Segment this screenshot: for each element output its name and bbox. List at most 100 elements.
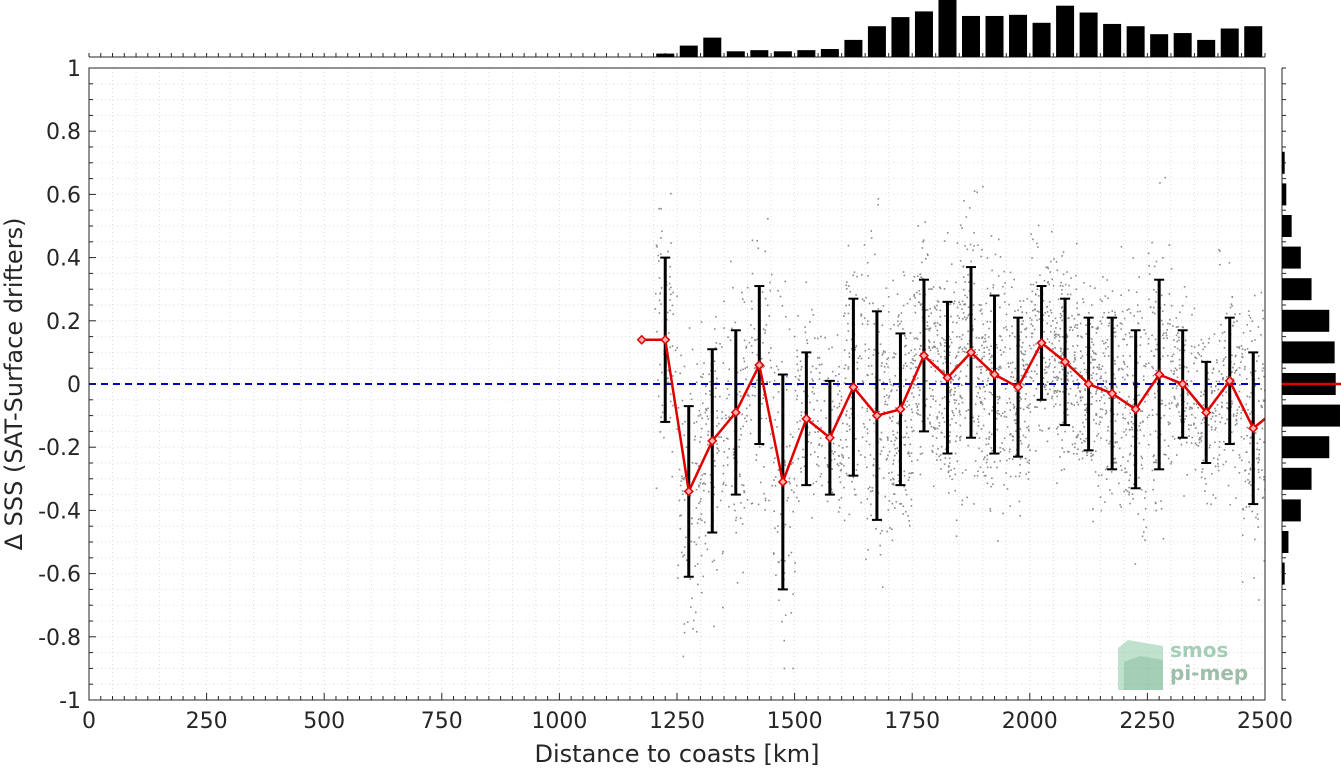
scatter-point (669, 393, 672, 396)
scatter-point (1013, 278, 1015, 281)
scatter-point (698, 485, 700, 488)
scatter-point (1125, 428, 1127, 431)
scatter-point (1214, 407, 1216, 410)
scatter-point (979, 310, 982, 312)
scatter-point (1232, 415, 1235, 417)
scatter-point (1126, 309, 1129, 311)
scatter-point (1143, 328, 1145, 331)
scatter-point (955, 281, 957, 284)
scatter-point (680, 480, 683, 482)
scatter-point (908, 452, 910, 455)
scatter-point (1027, 428, 1030, 431)
scatter-point (934, 370, 937, 372)
scatter-point (1124, 417, 1126, 420)
scatter-point (1085, 418, 1087, 421)
scatter-point (697, 415, 700, 417)
scatter-point (1001, 339, 1003, 342)
scatter-point (909, 332, 912, 334)
scatter-point (1106, 465, 1109, 468)
top-hist-bar (797, 50, 816, 57)
scatter-point (1139, 429, 1141, 431)
scatter-point (670, 242, 672, 244)
scatter-point (1015, 412, 1017, 414)
right-hist-bar (1282, 499, 1301, 522)
scatter-point (1055, 335, 1057, 338)
scatter-point (1027, 425, 1030, 428)
scatter-point (1096, 366, 1098, 369)
scatter-point (997, 238, 1000, 241)
scatter-point (885, 394, 888, 397)
scatter-point (995, 417, 998, 420)
top-hist-bar (773, 51, 792, 57)
scatter-point (660, 287, 663, 289)
scatter-point (921, 420, 924, 423)
scatter-point (1122, 338, 1124, 341)
scatter-point (847, 244, 850, 247)
scatter-point (1085, 451, 1088, 454)
scatter-point (987, 377, 990, 380)
scatter-point (915, 353, 917, 356)
scatter-point (1238, 346, 1240, 348)
scatter-point (1054, 390, 1057, 392)
scatter-point (1021, 358, 1024, 361)
scatter-point (1074, 442, 1077, 445)
scatter-point (1013, 407, 1015, 409)
scatter-point (976, 353, 978, 356)
scatter-point (949, 389, 951, 392)
scatter-point (1202, 459, 1205, 462)
scatter-point (689, 495, 692, 497)
mean-point (801, 413, 812, 424)
scatter-point (1025, 327, 1028, 329)
scatter-point (803, 390, 805, 393)
scatter-point (1022, 408, 1025, 411)
mean-point (777, 476, 788, 488)
scatter-point (894, 447, 897, 450)
scatter-point (1205, 483, 1207, 485)
scatter-point (1046, 281, 1049, 284)
scatter-point (723, 439, 725, 442)
scatter-point (1132, 435, 1134, 438)
scatter-point (713, 493, 715, 496)
scatter-point (1246, 426, 1249, 429)
scatter-point (1136, 361, 1139, 364)
scatter-point (826, 465, 829, 467)
scatter-point (1119, 504, 1121, 506)
scatter-point (895, 407, 897, 409)
scatter-point (1028, 429, 1030, 432)
scatter-point (1240, 345, 1243, 347)
scatter-point (751, 308, 753, 310)
scatter-point (917, 409, 919, 411)
scatter-point (1058, 336, 1061, 338)
scatter-point (1092, 358, 1094, 361)
scatter-point (733, 457, 735, 459)
scatter-point (882, 381, 885, 384)
scatter-point (863, 317, 866, 320)
scatter-point (903, 335, 906, 337)
scatter-point (736, 393, 739, 396)
scatter-point (1217, 458, 1219, 461)
scatter-point (756, 354, 759, 356)
scatter-point (745, 345, 748, 348)
scatter-point (889, 328, 892, 330)
scatter-point (1249, 442, 1251, 445)
scatter-point (1002, 351, 1005, 353)
scatter-point (915, 366, 918, 368)
scatter-point (958, 411, 961, 414)
scatter-point (1081, 450, 1084, 453)
scatter-point (1203, 390, 1206, 392)
scatter-point (1120, 245, 1123, 248)
scatter-point (1173, 339, 1175, 341)
scatter-point (668, 282, 671, 285)
scatter-point (988, 349, 990, 351)
scatter-point (947, 492, 950, 494)
scatter-point (1011, 371, 1013, 374)
scatter-point (932, 445, 934, 447)
scatter-point (1064, 283, 1067, 286)
scatter-point (783, 459, 786, 462)
scatter-point (1211, 391, 1213, 394)
mean-point (895, 404, 906, 415)
scatter-point (891, 539, 894, 542)
scatter-point (1120, 469, 1123, 471)
scatter-point (965, 375, 968, 378)
scatter-point (1030, 377, 1033, 380)
